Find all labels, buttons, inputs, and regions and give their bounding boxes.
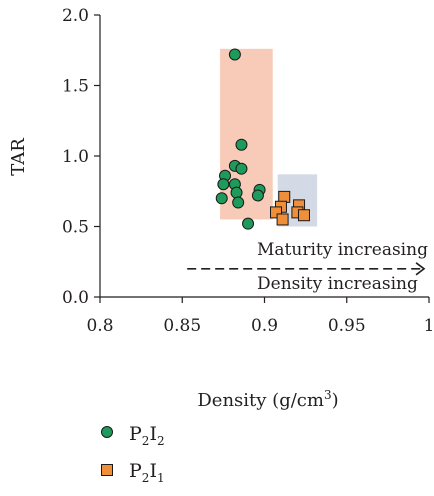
y-axis-title: TAR [8, 138, 29, 176]
x-axis-title-sup: 3 [324, 388, 332, 402]
point-p2i1 [297, 209, 310, 222]
y-tick-label: 0.0 [62, 288, 89, 308]
x-tick-label: 0.9 [251, 316, 278, 336]
point-p2i2 [242, 217, 255, 230]
point-p2i2 [235, 162, 248, 175]
point-p2i2 [217, 178, 230, 191]
arrow-head [415, 262, 426, 276]
shaded-region-1 [220, 48, 273, 220]
legend-label-p2i2: P2I2 [129, 423, 165, 448]
y-tick-label: 2.0 [62, 6, 89, 26]
point-p2i1 [276, 213, 289, 226]
legend: P2I2 P2I1 [101, 423, 165, 485]
legend-label-p2i1: P2I1 [129, 460, 165, 485]
x-axis-title-close: ) [332, 390, 339, 411]
x-ticks: 0.8 0.85 0.9 0.95 1 [86, 297, 434, 336]
maturity-annotation: Maturity increasing [257, 240, 428, 260]
y-tick-label: 1.0 [62, 147, 89, 167]
series-markers [215, 48, 310, 230]
x-axis-title-main: Density (g/cm [197, 390, 324, 411]
legend-marker-p2i2 [101, 426, 113, 438]
y-tick-label: 0.5 [62, 218, 89, 238]
point-p2i1 [278, 190, 291, 203]
point-p2i2 [235, 138, 248, 151]
x-tick-label: 0.95 [328, 316, 366, 336]
y-tick-label: 1.5 [62, 77, 89, 97]
x-tick-label: 1 [424, 316, 434, 336]
density-arrow [187, 262, 426, 276]
x-tick-label: 0.85 [163, 316, 201, 336]
density-annotation: Density increasing [257, 274, 418, 294]
x-axis-title: Density (g/cm3) [197, 388, 338, 411]
point-p2i2 [251, 189, 264, 202]
point-p2i1 [270, 206, 283, 219]
legend-marker-p2i1 [101, 464, 113, 476]
point-p2i2 [232, 196, 245, 209]
point-p2i2 [215, 192, 228, 205]
point-p2i2 [228, 48, 241, 61]
x-tick-label: 0.8 [86, 316, 113, 336]
point-p2i2 [230, 186, 243, 199]
y-ticks: 0.0 0.5 1.0 1.5 2.0 [62, 6, 100, 308]
